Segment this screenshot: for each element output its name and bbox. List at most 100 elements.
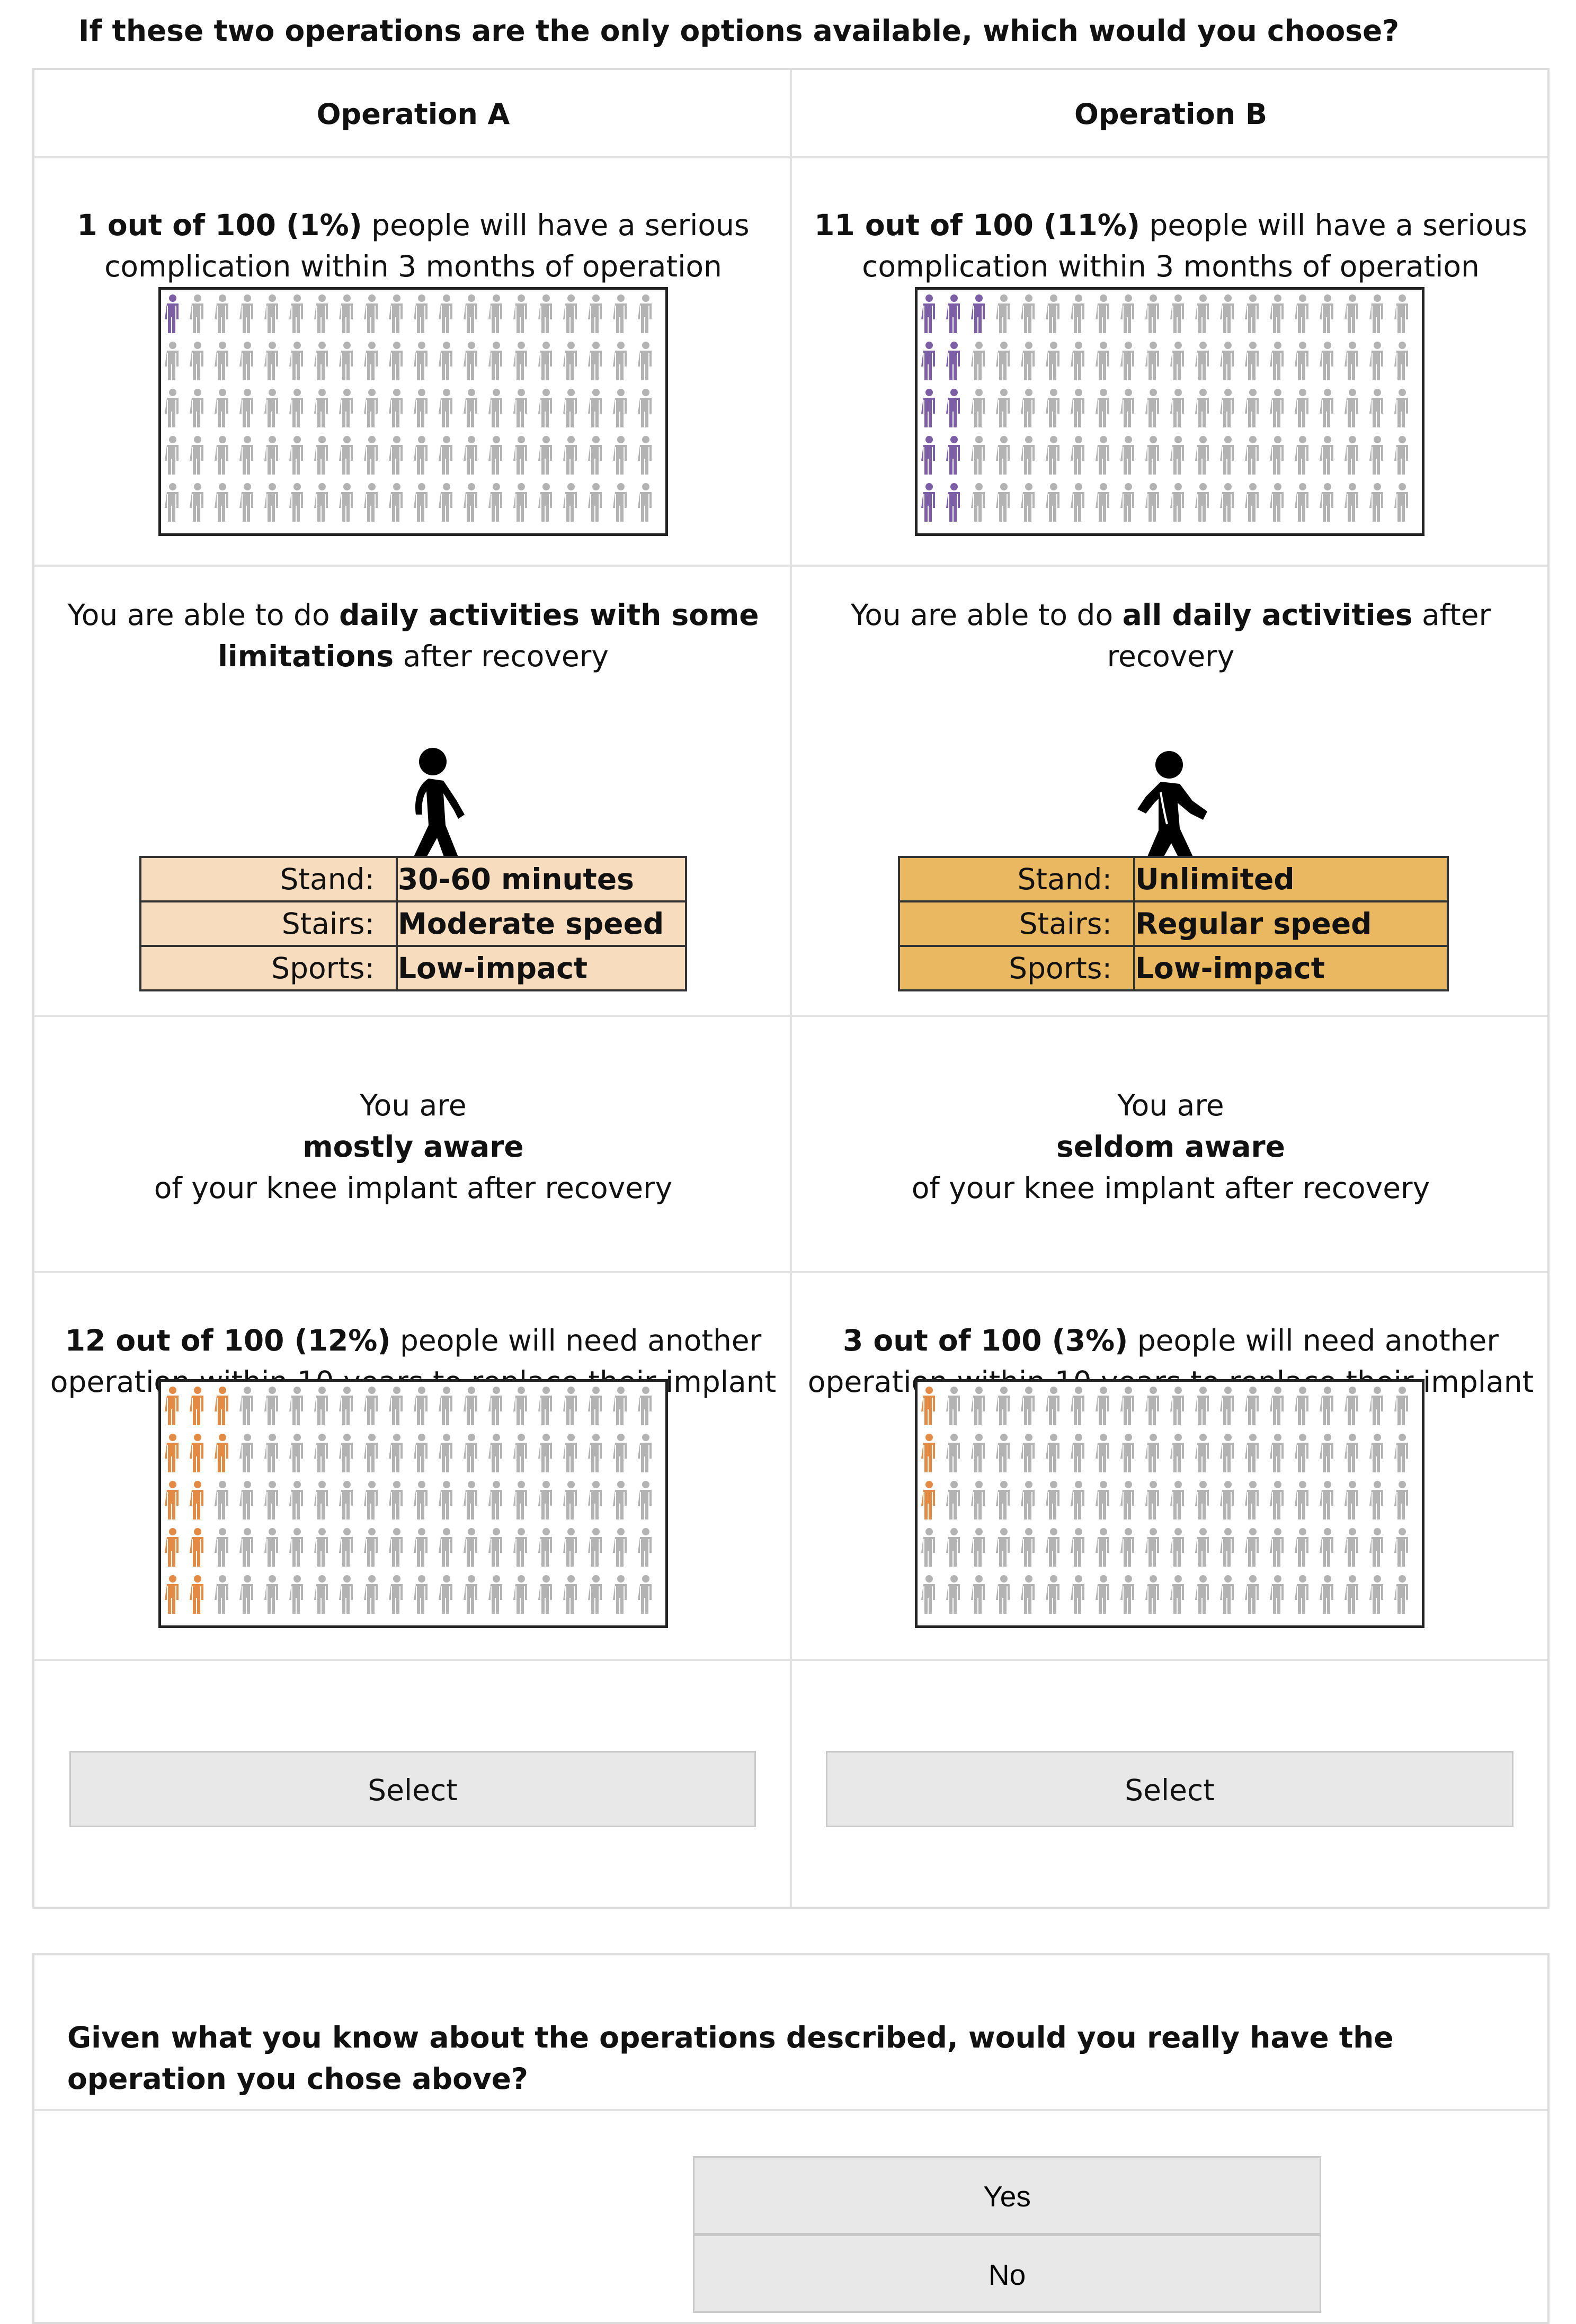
person-icon <box>488 1528 502 1567</box>
person-icon <box>1245 436 1259 475</box>
awareness-text-part: You are <box>1117 1088 1224 1122</box>
person-icon <box>1320 1387 1333 1425</box>
person-icon <box>1320 1575 1333 1614</box>
revision-text-part: people will need another <box>390 1324 762 1357</box>
person-icon <box>488 436 502 475</box>
operation-b-select-button[interactable]: Select <box>826 1751 1513 1827</box>
person-icon <box>1071 1434 1084 1472</box>
person-icon <box>314 1528 328 1567</box>
person-icon <box>1270 1528 1284 1567</box>
person-icon <box>1345 436 1358 475</box>
person-icon <box>439 436 452 475</box>
person-icon <box>314 1575 328 1614</box>
operation-a-select-button[interactable]: Select <box>69 1751 756 1827</box>
person-icon <box>1170 389 1184 427</box>
person-icon <box>1245 483 1259 522</box>
person-icon <box>1096 1434 1109 1472</box>
stand-row: Stand: Unlimited <box>898 856 1449 902</box>
person-icon <box>1120 342 1134 380</box>
person-icon <box>339 1575 353 1614</box>
person-icon <box>1295 342 1308 380</box>
stairs-value: Regular speed <box>1133 900 1449 947</box>
person-icon <box>339 1387 353 1425</box>
person-icon <box>1270 483 1284 522</box>
person-icon <box>1145 1434 1159 1472</box>
affected-person-icon <box>190 1481 203 1519</box>
person-icon <box>364 483 378 522</box>
no-button[interactable]: No <box>693 2234 1321 2313</box>
person-icon <box>1220 1387 1234 1425</box>
person-icon <box>1120 483 1134 522</box>
person-icon <box>1295 294 1308 333</box>
person-icon <box>1320 294 1333 333</box>
person-icon <box>1345 389 1358 427</box>
person-icon <box>971 1387 985 1425</box>
person-icon <box>1071 1387 1084 1425</box>
person-icon <box>464 389 477 427</box>
person-icon <box>190 436 203 475</box>
person-icon <box>513 436 527 475</box>
person-icon <box>538 294 552 333</box>
person-icon <box>165 389 179 427</box>
people-icon-array <box>921 1387 1408 1614</box>
person-icon <box>215 1481 228 1519</box>
person-icon <box>1046 1481 1059 1519</box>
person-icon <box>946 1481 960 1519</box>
person-icon <box>165 436 179 475</box>
person-icon <box>1394 389 1408 427</box>
person-icon <box>1320 389 1333 427</box>
choice-question: If these two operations are the only opt… <box>78 14 1400 48</box>
person-icon <box>339 1434 353 1472</box>
person-icon <box>1320 1528 1333 1567</box>
person-icon <box>1120 1434 1134 1472</box>
person-icon <box>1245 294 1259 333</box>
person-icon <box>513 483 527 522</box>
person-icon <box>1320 1434 1333 1472</box>
function-text-part: You are able to do <box>67 598 340 632</box>
person-icon <box>946 1575 960 1614</box>
person-icon <box>314 436 328 475</box>
operation-a-function-text: You are able to do daily activities with… <box>56 594 771 677</box>
person-icon <box>513 1434 527 1472</box>
person-icon <box>364 1528 378 1567</box>
person-icon <box>1345 1528 1358 1567</box>
person-icon <box>588 1528 602 1567</box>
affected-person-icon <box>946 389 960 427</box>
person-icon <box>339 436 353 475</box>
person-icon <box>1170 294 1184 333</box>
person-icon <box>264 1575 278 1614</box>
person-icon <box>439 1481 452 1519</box>
person-icon <box>513 1481 527 1519</box>
person-icon <box>588 1575 602 1614</box>
person-icon <box>1270 436 1284 475</box>
awareness-level: seldom aware <box>1056 1130 1285 1164</box>
people-icon-array <box>165 1387 652 1614</box>
person-icon <box>1021 342 1035 380</box>
person-icon <box>215 1575 228 1614</box>
sports-value: Low-impact <box>1133 945 1449 991</box>
person-icon <box>1046 294 1059 333</box>
yes-button[interactable]: Yes <box>693 2156 1321 2234</box>
person-icon <box>996 294 1010 333</box>
person-icon <box>414 1387 428 1425</box>
person-icon <box>364 294 378 333</box>
person-icon <box>638 1387 652 1425</box>
person-icon <box>314 342 328 380</box>
person-icon <box>239 342 253 380</box>
affected-person-icon <box>921 1481 935 1519</box>
person-icon <box>1120 389 1134 427</box>
affected-person-icon <box>946 483 960 522</box>
person-icon <box>364 1481 378 1519</box>
person-icon <box>364 1575 378 1614</box>
person-icon <box>439 294 452 333</box>
person-icon <box>563 342 577 380</box>
person-icon <box>1369 483 1383 522</box>
person-icon <box>613 1575 627 1614</box>
person-icon <box>1369 1528 1383 1567</box>
affected-person-icon <box>921 1387 935 1425</box>
function-text-part: You are able to do <box>850 598 1123 632</box>
person-icon <box>588 294 602 333</box>
person-icon <box>264 1528 278 1567</box>
person-icon <box>1195 1481 1209 1519</box>
person-icon <box>364 436 378 475</box>
